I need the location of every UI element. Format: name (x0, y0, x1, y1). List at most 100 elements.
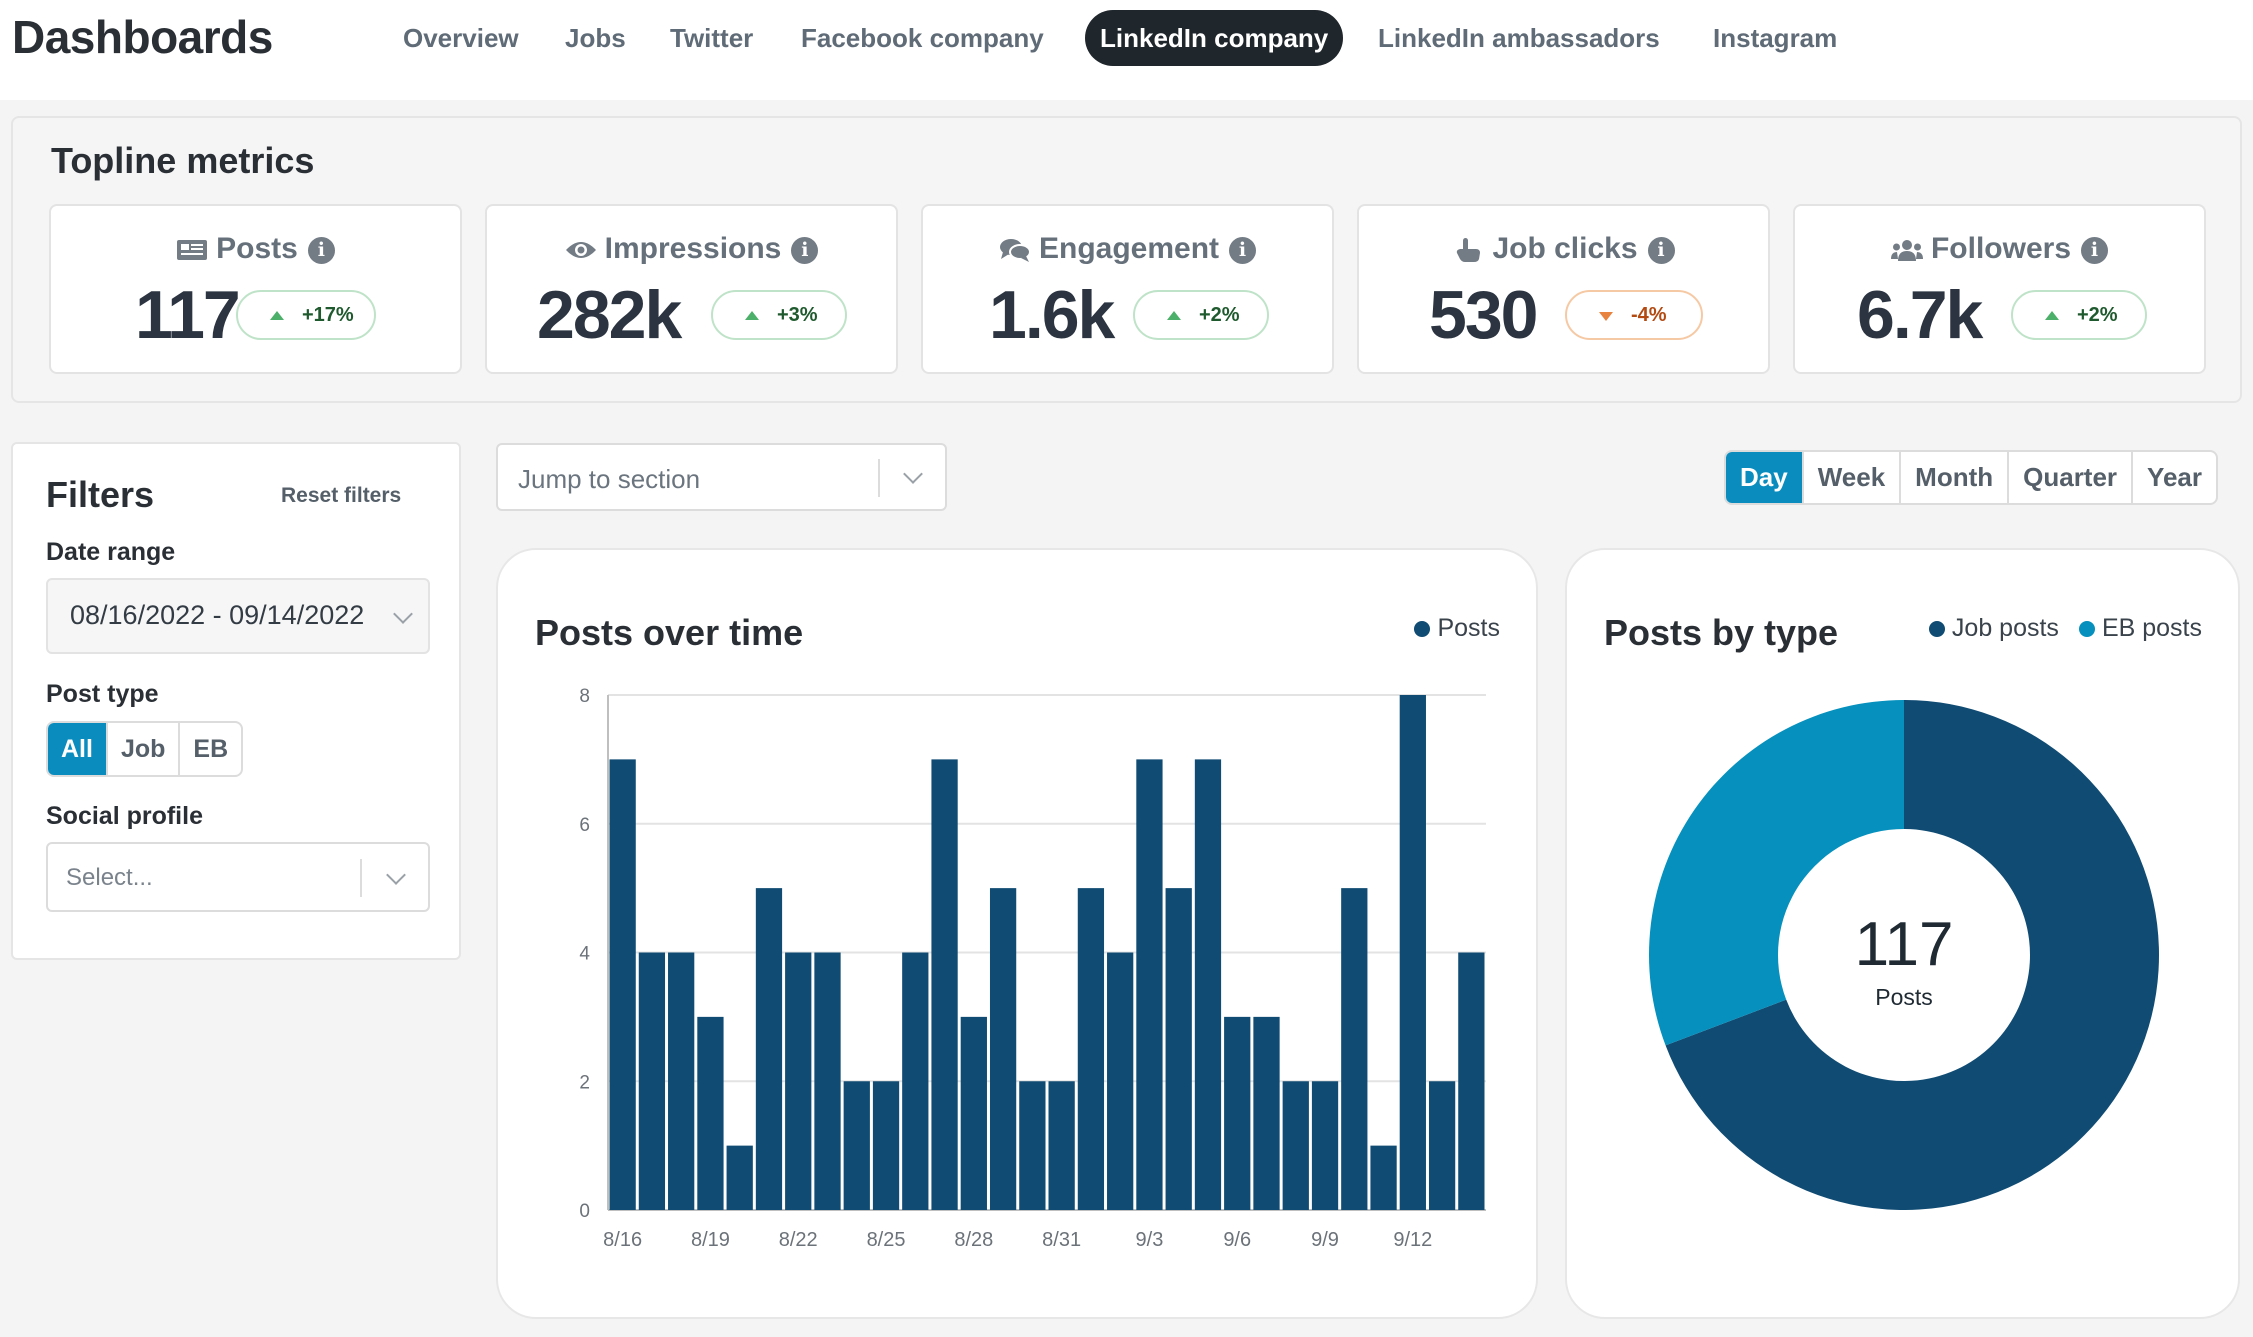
bar[interactable] (638, 952, 666, 1211)
legend-item-job-posts[interactable]: Job posts (1928, 614, 2059, 643)
bar[interactable] (755, 888, 783, 1210)
bar[interactable] (902, 952, 929, 1211)
bar[interactable] (1428, 1081, 1456, 1210)
tab-instagram[interactable]: Instagram (1713, 23, 1838, 53)
change-badge-job-clicks: -4% (1565, 290, 1703, 340)
bar[interactable] (989, 888, 1017, 1210)
metric-card-posts: Posts i 117 +17% (49, 204, 462, 374)
bar[interactable] (1253, 1016, 1280, 1210)
topline-metrics-panel: Topline metrics Posts i 117 +17% Impressi… (11, 116, 2242, 403)
post-type-eb[interactable]: EB (193, 735, 229, 763)
jump-to-section-placeholder: Jump to section (518, 464, 701, 494)
x-tick-label: 8/22 (779, 1229, 818, 1251)
x-tick-label: 8/19 (691, 1229, 730, 1251)
bar[interactable] (1341, 888, 1368, 1210)
period-week[interactable]: Week (1804, 452, 1902, 503)
legend-item-posts[interactable]: Posts (1414, 614, 1500, 643)
chart-title: Posts over time (535, 612, 804, 653)
select-divider (360, 859, 362, 897)
bar[interactable] (872, 1081, 900, 1210)
posts-over-time-card: Posts over time Posts 0 2 4 6 8 8/16 8/19 8/22 8… (496, 548, 1538, 1319)
chart-title: Posts by type (1604, 612, 1839, 653)
period-month[interactable]: Month (1901, 452, 2010, 503)
legend-item-eb-posts[interactable]: EB posts (2078, 614, 2202, 643)
bar[interactable] (1282, 1081, 1309, 1210)
metric-value-followers: 6.7k (1857, 277, 1983, 353)
y-tick-label: 2 (579, 1072, 590, 1093)
x-tick-label: 9/3 (1136, 1229, 1164, 1251)
x-tick-label: 8/31 (1042, 1229, 1081, 1251)
metric-card-job-clicks: Job clicks i 530 -4% (1357, 204, 1770, 374)
x-tick-label: 8/16 (603, 1229, 642, 1251)
post-type-all[interactable]: All (48, 723, 108, 775)
metric-label-job-clicks: Job clicks (1492, 232, 1638, 265)
chevron-down-icon (386, 865, 406, 885)
bar[interactable] (1136, 759, 1163, 1210)
reset-filters-button[interactable]: Reset filters (281, 484, 402, 507)
tab-linkedin-ambassadors[interactable]: LinkedIn ambassadors (1378, 23, 1660, 53)
tab-overview[interactable]: Overview (403, 23, 519, 53)
bar[interactable] (1458, 952, 1485, 1211)
bar[interactable] (1194, 759, 1222, 1210)
eye-icon (565, 242, 596, 259)
donut-slice[interactable] (1665, 700, 2159, 1210)
chart-legend: Posts (1414, 614, 1500, 643)
bar[interactable] (697, 1016, 724, 1210)
metric-value-engagement: 1.6k (989, 277, 1115, 353)
change-badge-impressions: +3% (711, 290, 847, 340)
post-type-job[interactable]: Job (108, 723, 181, 775)
jump-to-section-select[interactable]: Jump to section (496, 443, 947, 511)
chart-legend: Job posts EB posts (1928, 614, 2202, 643)
info-icon[interactable]: i (1647, 236, 1675, 264)
bar[interactable] (1399, 695, 1426, 1210)
metric-label-engagement: Engagement (1038, 232, 1220, 265)
bar[interactable] (609, 759, 636, 1210)
bar[interactable] (1048, 1081, 1075, 1210)
social-profile-label: Social profile (46, 802, 203, 830)
y-tick-label: 6 (579, 815, 590, 836)
change-badge-followers: +2% (2011, 290, 2147, 340)
donut-center-value: 117 (1855, 910, 1954, 979)
legend-dot (2078, 620, 2095, 637)
date-range-value: 08/16/2022 - 09/14/2022 (70, 600, 365, 630)
tab-linkedin-company[interactable]: LinkedIn company (1085, 10, 1344, 66)
date-range-picker[interactable]: 08/16/2022 - 09/14/2022 (46, 578, 430, 654)
bar[interactable] (1107, 952, 1134, 1211)
bar[interactable] (668, 952, 695, 1211)
period-day[interactable]: Day (1726, 452, 1804, 503)
info-icon[interactable]: i (1229, 236, 1257, 264)
bar[interactable] (1077, 888, 1105, 1210)
bar[interactable] (1311, 1081, 1339, 1210)
x-tick-label: 9/6 (1223, 1229, 1251, 1251)
filters-panel: Filters Reset filters Date range 08/16/2… (11, 442, 461, 960)
bar[interactable] (1370, 1145, 1397, 1210)
select-divider (878, 459, 880, 497)
bar[interactable] (1224, 1016, 1251, 1210)
info-icon[interactable]: i (2081, 236, 2109, 264)
donut-slice[interactable] (1649, 700, 1904, 1046)
topline-title: Topline metrics (51, 140, 315, 181)
bar[interactable] (960, 1016, 987, 1210)
bar[interactable] (814, 952, 841, 1211)
post-type-toggle: All Job EB (46, 721, 244, 777)
bar[interactable] (726, 1145, 753, 1210)
bar[interactable] (1019, 1081, 1046, 1210)
legend-dot (1414, 620, 1431, 637)
social-profile-select[interactable]: Select... (46, 842, 430, 912)
tab-facebook-company[interactable]: Facebook company (801, 23, 1044, 53)
bar[interactable] (785, 952, 812, 1211)
info-icon[interactable]: i (307, 236, 335, 264)
bar[interactable] (931, 759, 958, 1210)
bar[interactable] (843, 1081, 870, 1210)
period-quarter[interactable]: Quarter (2009, 452, 2134, 503)
period-toggle: Day Week Month Quarter Year (1724, 450, 2218, 505)
tab-twitter[interactable]: Twitter (670, 23, 754, 53)
posts-over-time-chart: 0 2 4 6 8 8/16 8/19 8/22 8/25 8/28 8/31 9/3 9/6 9/9 9/… (579, 686, 1486, 1251)
legend-dot (1928, 620, 1945, 637)
metric-value-impressions: 282k (537, 277, 682, 353)
bar[interactable] (1165, 888, 1192, 1210)
tab-jobs[interactable]: Jobs (565, 23, 626, 53)
y-tick-label: 8 (579, 686, 590, 707)
info-icon[interactable]: i (791, 236, 819, 264)
period-year[interactable]: Year (2147, 462, 2202, 492)
